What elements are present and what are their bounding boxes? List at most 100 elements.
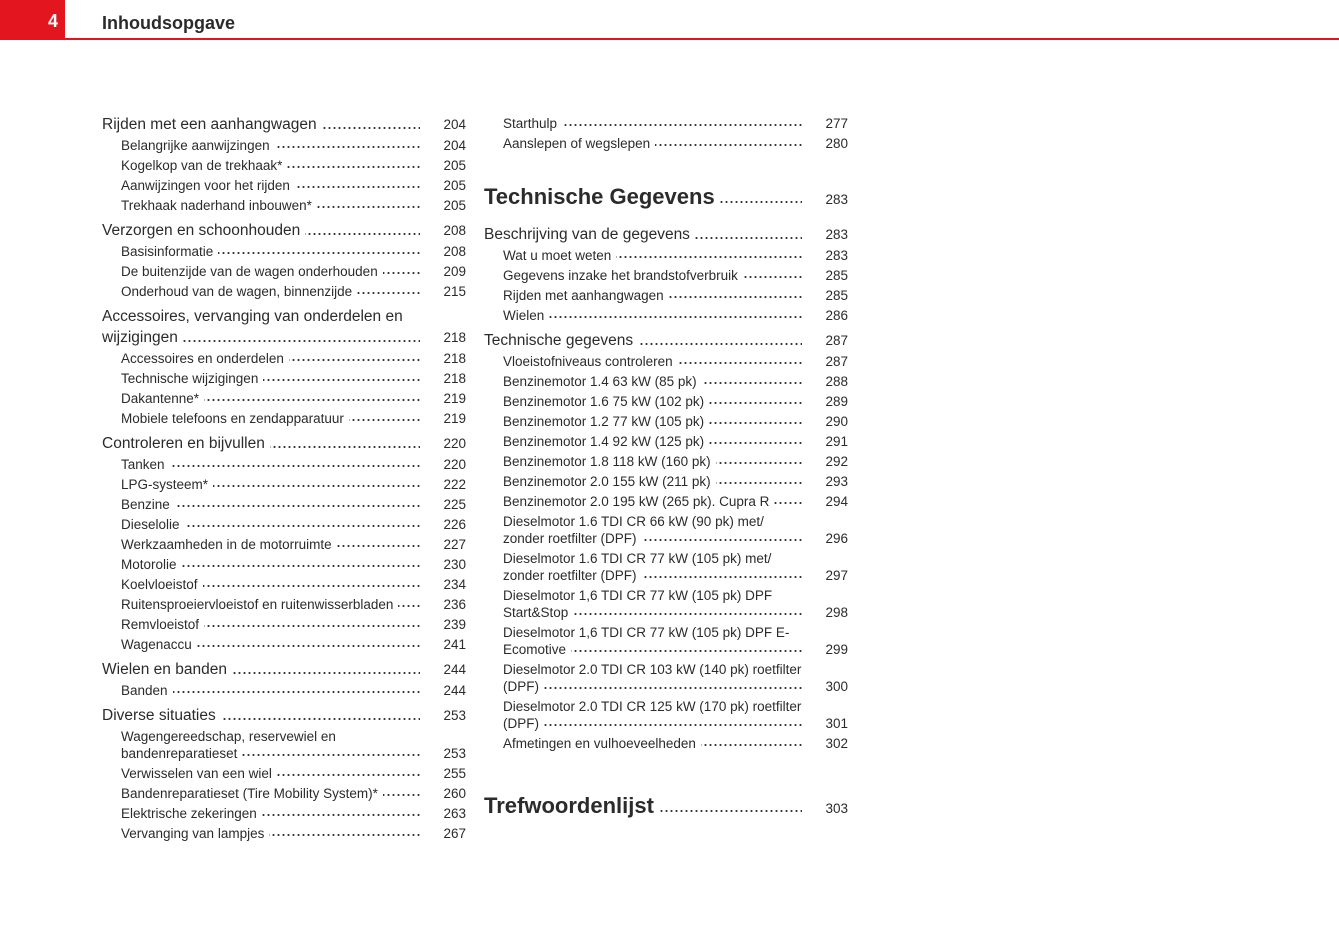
toc-label-with-dot-leader: Mobiele telefoons en zendapparatuur [121,409,420,427]
toc-entry-text: Benzinemotor 1.6 75 kW (102 pk) [503,393,710,409]
toc-entry[interactable]: Belangrijke aanwijzingen 204 [102,135,466,155]
toc-entry-text: Wat u moet weten [503,247,617,263]
toc-page-number: 209 [443,263,466,279]
toc-entry-text: Dieselmotor 2.0 TDI CR 125 kW (170 pk) r… [503,698,802,731]
toc-entry[interactable]: Elektrische zekeringen 263 [102,803,466,823]
toc-section[interactable]: Beschrijving van de gegevens 283 [484,224,848,245]
toc-entry[interactable]: Koelvloeistof 234 [102,574,466,594]
toc-entry[interactable]: Dieselmotor 2.0 TDI CR 125 kW (170 pk) r… [484,696,848,733]
toc-entry-text: Basisinformatie [121,243,219,259]
toc-page-number: 285 [825,287,848,303]
toc-label-with-dot-leader: Beschrijving van de gegevens [484,224,802,245]
toc-page-number: 226 [443,516,466,532]
toc-label-with-dot-leader: Controleren en bijvullen [102,433,420,454]
toc-page-number: 218 [443,370,466,386]
toc-section[interactable]: Controleren en bijvullen 220 [102,433,466,454]
toc-entry-text: Werkzaamheden in de motorruimte [121,536,337,552]
toc-entry[interactable]: Aanwijzingen voor het rijden 205 [102,175,466,195]
toc-entry-text: Technische wijzigingen [121,370,264,386]
toc-entry-text: Kogelkop van de trekhaak* [121,157,288,173]
toc-page-number: 219 [443,410,466,426]
toc-entry-text: Benzinemotor 1.2 77 kW (105 pk) [503,413,710,429]
toc-label-with-dot-leader: Rijden met aanhangwagen [503,286,802,304]
toc-entry[interactable]: Wagengereedschap, reservewiel en bandenr… [102,726,466,763]
toc-right-column: Starthulp 277 Aanslepen of wegslepen 280 Tec… [484,113,848,821]
toc-entry-text: Trekhaak naderhand inbouwen* [121,197,317,213]
toc-entry[interactable]: Basisinformatie 208 [102,241,466,261]
toc-entry[interactable]: Benzinemotor 1.4 92 kW (125 pk) 291 [484,431,848,451]
toc-label-with-dot-leader: Benzinemotor 2.0 195 kW (265 pk). Cupra … [503,492,802,510]
toc-label-with-dot-leader: Banden [121,681,420,699]
toc-entry-text: Wagengereedschap, reservewiel en bandenr… [121,728,336,761]
toc-page-number: 263 [443,805,466,821]
toc-entry[interactable]: Gegevens inzake het brandstofverbruik 285 [484,265,848,285]
toc-entry[interactable]: Kogelkop van de trekhaak* 205 [102,155,466,175]
toc-entry[interactable]: Afmetingen en vulhoeveelheden 302 [484,733,848,753]
toc-entry[interactable]: Wat u moet weten 283 [484,245,848,265]
toc-entry[interactable]: Benzinemotor 1.8 118 kW (160 pk) 292 [484,451,848,471]
toc-entry[interactable]: Mobiele telefoons en zendapparatuur 219 [102,408,466,428]
toc-entry[interactable]: Wagenaccu 241 [102,634,466,654]
toc-label-with-dot-leader: Elektrische zekeringen [121,804,420,822]
toc-entry[interactable]: Rijden met aanhangwagen 285 [484,285,848,305]
toc-section[interactable]: Verzorgen en schoonhouden 208 [102,220,466,241]
toc-label-with-dot-leader: Benzinemotor 1.2 77 kW (105 pk) [503,412,802,430]
toc-entry-text: Dieselmotor 1.6 TDI CR 66 kW (90 pk) met… [503,513,764,546]
toc-page-number: 222 [443,476,466,492]
toc-left-column: Rijden met een aanhangwagen 204 Belangrijk… [102,114,466,843]
toc-entry[interactable]: Dieselmotor 2.0 TDI CR 103 kW (140 pk) r… [484,659,848,696]
toc-page-number: 289 [825,393,848,409]
toc-label-with-dot-leader: Benzinemotor 2.0 155 kW (211 pk) [503,472,802,490]
toc-entry[interactable]: Verwisselen van een wiel 255 [102,763,466,783]
toc-entry[interactable]: Banden 244 [102,680,466,700]
toc-entry[interactable]: LPG-systeem* 222 [102,474,466,494]
toc-page-number: 298 [825,604,848,620]
toc-label-with-dot-leader: Aanwijzingen voor het rijden [121,176,420,194]
toc-entry[interactable]: Aanslepen of wegslepen 280 [484,133,848,153]
toc-entry[interactable]: Benzinemotor 1.2 77 kW (105 pk) 290 [484,411,848,431]
toc-entry[interactable]: Dieselmotor 1.6 TDI CR 66 kW (90 pk) met… [484,511,848,548]
toc-section[interactable]: Wielen en banden 244 [102,659,466,680]
toc-entry[interactable]: Benzinemotor 2.0 195 kW (265 pk). Cupra … [484,491,848,511]
toc-entry[interactable]: Benzinemotor 1.4 63 kW (85 pk) 288 [484,371,848,391]
toc-entry[interactable]: Benzine 225 [102,494,466,514]
toc-page-number: 267 [443,825,466,841]
toc-entry[interactable]: Ruitensproeiervloeistof en ruitenwisserb… [102,594,466,614]
toc-entry-text: De buitenzijde van de wagen onderhouden [121,263,383,279]
toc-entry[interactable]: Tanken 220 [102,454,466,474]
toc-entry[interactable]: Benzinemotor 1.6 75 kW (102 pk) 289 [484,391,848,411]
toc-entry-text: Technische gegevens [484,332,639,349]
toc-entry[interactable]: Werkzaamheden in de motorruimte 227 [102,534,466,554]
toc-label-with-dot-leader: Motorolie [121,555,420,573]
toc-section[interactable]: Accessoires, vervanging van onderdelen e… [102,306,466,348]
toc-entry[interactable]: Dieselolie 226 [102,514,466,534]
toc-entry[interactable]: Technische wijzigingen 218 [102,368,466,388]
toc-section[interactable]: Diverse situaties 253 [102,705,466,726]
toc-section[interactable]: Rijden met een aanhangwagen 204 [102,114,466,135]
toc-chapter[interactable]: Trefwoordenlijst 303 [484,791,848,821]
toc-entry[interactable]: Benzinemotor 2.0 155 kW (211 pk) 293 [484,471,848,491]
toc-entry[interactable]: Dieselmotor 1,6 TDI CR 77 kW (105 pk) DP… [484,622,848,659]
toc-entry-text: Benzinemotor 2.0 195 kW (265 pk). Cupra … [503,493,775,509]
toc-entry[interactable]: Trekhaak naderhand inbouwen* 205 [102,195,466,215]
toc-entry[interactable]: Dieselmotor 1,6 TDI CR 77 kW (105 pk) DP… [484,585,848,622]
toc-chapter[interactable]: Technische Gegevens 283 [484,182,848,212]
toc-page-number: 283 [825,192,848,207]
toc-page-number: 288 [825,373,848,389]
toc-entry[interactable]: Accessoires en onderdelen 218 [102,348,466,368]
toc-entry-text: Benzinemotor 1.4 92 kW (125 pk) [503,433,710,449]
toc-entry[interactable]: Wielen 286 [484,305,848,325]
toc-entry[interactable]: Starthulp 277 [484,113,848,133]
toc-section[interactable]: Technische gegevens 287 [484,330,848,351]
toc-page-number: 299 [825,641,848,657]
toc-label-with-dot-leader: Rijden met een aanhangwagen [102,114,420,135]
toc-entry[interactable]: Dakantenne* 219 [102,388,466,408]
toc-entry[interactable]: Onderhoud van de wagen, binnenzijde 215 [102,281,466,301]
toc-entry[interactable]: Vloeistofniveaus controleren 287 [484,351,848,371]
toc-entry[interactable]: Vervanging van lampjes 267 [102,823,466,843]
toc-entry[interactable]: Bandenreparatieset (Tire Mobility System… [102,783,466,803]
toc-entry[interactable]: Remvloeistof 239 [102,614,466,634]
toc-entry[interactable]: Dieselmotor 1.6 TDI CR 77 kW (105 pk) me… [484,548,848,585]
toc-entry[interactable]: Motorolie 230 [102,554,466,574]
toc-entry[interactable]: De buitenzijde van de wagen onderhouden 2… [102,261,466,281]
